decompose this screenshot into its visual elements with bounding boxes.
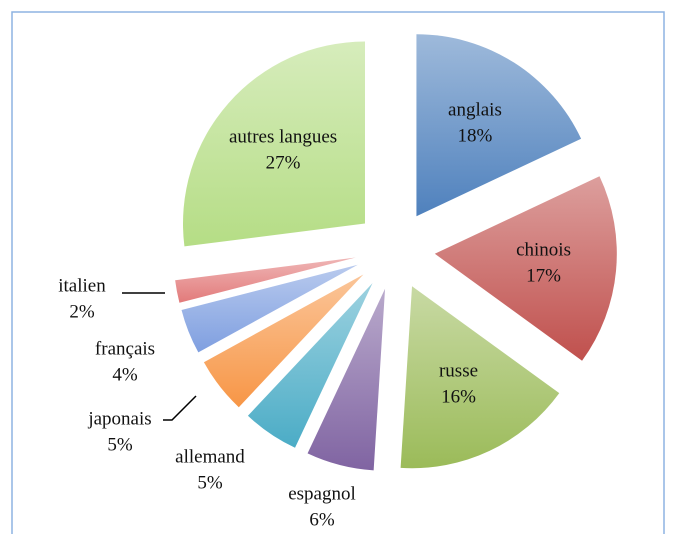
pie-slice	[181, 264, 358, 353]
slice-label: allemand	[175, 446, 245, 467]
slice-value-label: 17%	[526, 265, 561, 286]
pie-slice	[416, 34, 582, 217]
slice-value-label: 16%	[441, 386, 476, 407]
pie-slice	[203, 274, 364, 408]
pie-slice	[175, 257, 356, 303]
leader-line	[163, 395, 197, 421]
slice-label: français	[95, 338, 155, 359]
slice-label: autres langues	[229, 127, 337, 148]
slice-label: anglais	[448, 99, 502, 120]
slice-value-label: 27%	[266, 153, 301, 174]
slice-label: japonais	[87, 408, 151, 429]
slice-label: espagnol	[288, 483, 356, 504]
pie-slice	[307, 288, 386, 471]
pie-slice	[247, 283, 373, 448]
slice-value-label: 18%	[458, 125, 493, 146]
pie-slice	[182, 41, 365, 247]
slice-value-label: 4%	[112, 364, 138, 385]
pie-slice	[434, 176, 617, 361]
slice-value-label: 6%	[309, 509, 335, 530]
pie-slice	[400, 286, 560, 469]
slice-value-label: 5%	[197, 472, 223, 493]
slice-label: italien	[58, 275, 106, 296]
slice-label: chinois	[516, 239, 571, 260]
slice-label: russe	[439, 360, 478, 381]
slice-value-label: 2%	[69, 301, 95, 322]
slice-value-label: 5%	[107, 434, 133, 455]
